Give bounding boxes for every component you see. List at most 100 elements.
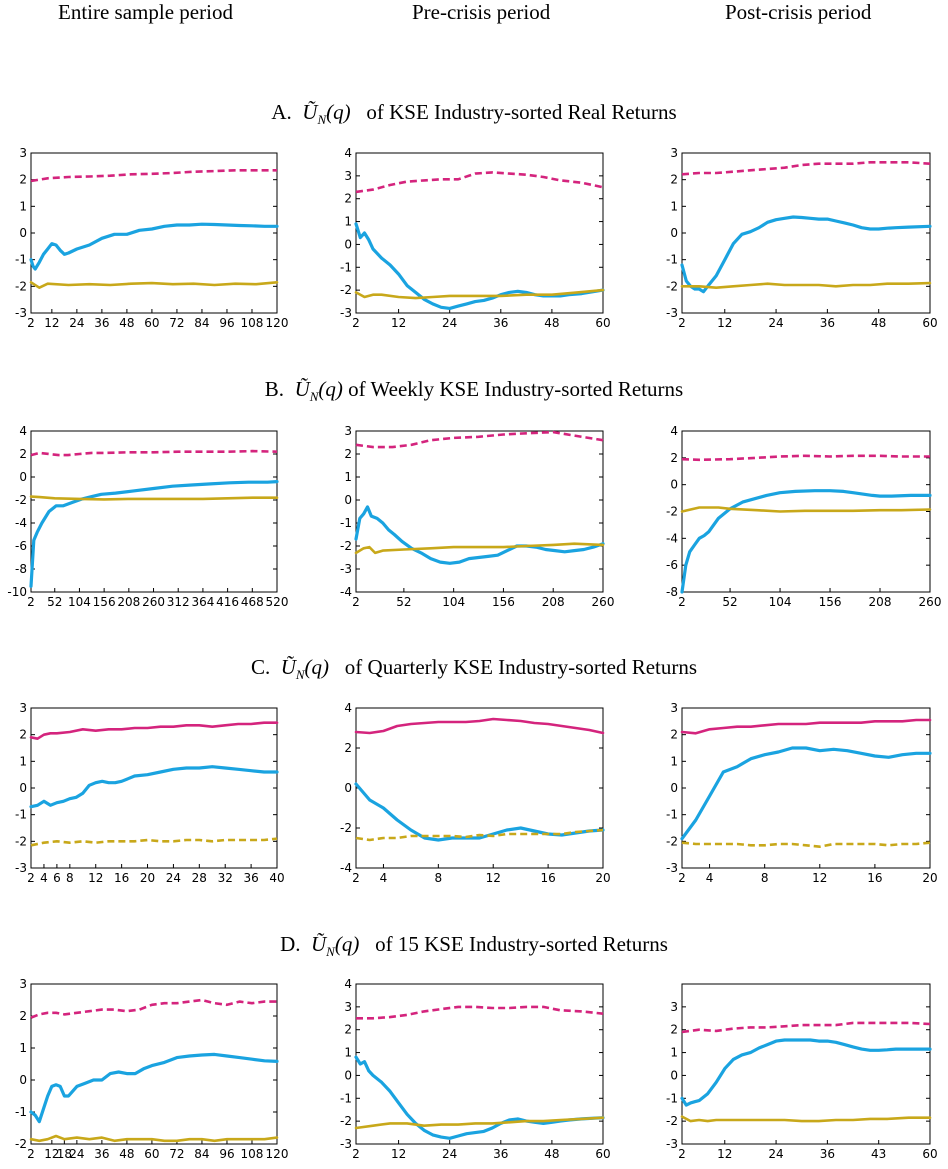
y-tick-label: 1: [670, 1046, 678, 1060]
series-lower: [354, 1116, 605, 1130]
plot-frame: [355, 983, 604, 1145]
x-tick-label: 72: [169, 316, 184, 330]
y-tick-label: 3: [670, 701, 678, 715]
y-tick-label: 1: [19, 754, 27, 768]
x-tick-label: 2: [352, 316, 360, 330]
y-tick-label: -2: [666, 1114, 678, 1128]
x-tick-label: 12: [391, 1147, 406, 1161]
series-upper: [354, 717, 605, 735]
y-tick-label: 0: [670, 781, 678, 795]
x-tick-label: 24: [442, 316, 457, 330]
y-tick-label: 2: [670, 728, 678, 742]
y-tick-label: -4: [340, 861, 352, 875]
series-upper: [680, 718, 932, 735]
plot-frame: [355, 152, 604, 314]
section-a-subscript: N: [317, 112, 327, 128]
column-header-post: Post-crisis period: [725, 0, 872, 24]
x-tick-label: 84: [194, 316, 209, 330]
section-b-symbol: Ũ: [294, 377, 310, 401]
y-tick-label: 1: [344, 215, 352, 229]
y-tick-label: -2: [340, 539, 352, 553]
y-tick-label: 3: [19, 977, 27, 991]
y-tick-label: -3: [666, 861, 678, 875]
x-tick-label: 32: [218, 871, 233, 885]
series-statistic: [29, 480, 279, 588]
section-d-arg: (q): [334, 932, 360, 956]
section-title-a: A. ŨN(q) of KSE Industry-sorted Real Ret…: [0, 100, 948, 128]
y-tick-label: 4: [344, 146, 352, 160]
y-tick-label: -2: [15, 834, 27, 848]
y-tick-label: -3: [666, 306, 678, 320]
y-tick-label: 2: [19, 728, 27, 742]
y-tick-label: 0: [344, 493, 352, 507]
y-tick-label: 1: [670, 199, 678, 213]
column-header-entire: Entire sample period: [58, 0, 233, 24]
series-statistic: [354, 782, 605, 842]
series-upper: [681, 161, 931, 176]
y-tick-label: -2: [15, 279, 27, 293]
y-tick-label: 1: [19, 199, 27, 213]
section-title-d: D. ŨN(q) of 15 KSE Industry-sorted Retur…: [0, 932, 948, 960]
y-tick-label: 4: [344, 701, 352, 715]
y-tick-label: 4: [19, 424, 27, 438]
series-lower: [354, 542, 605, 555]
x-tick-label: 2: [678, 1147, 686, 1161]
section-b-letter: B.: [264, 377, 285, 401]
y-tick-label: 2: [344, 741, 352, 755]
section-c-symbol: Ũ: [280, 655, 296, 679]
chart-c-2: -4 -2 0 2 4 2 4 8 12 16 20: [340, 701, 611, 885]
chart-b-1: -10 -8 -6 -4 -2 0 2 4 2 52 104 156 208 260 312 364 416 46…: [7, 424, 288, 609]
x-tick-label: 8: [66, 871, 74, 885]
x-tick-label: 208: [542, 595, 565, 609]
y-tick-label: 1: [344, 1046, 352, 1060]
y-tick-label: -1: [340, 516, 352, 530]
series-lower: [680, 506, 932, 513]
x-tick-label: 2: [352, 1147, 360, 1161]
y-tick-label: 2: [19, 447, 27, 461]
y-tick-label: 1: [344, 470, 352, 484]
x-tick-label: 60: [595, 1147, 610, 1161]
x-tick-label: 16: [114, 871, 129, 885]
series-upper: [30, 998, 277, 1019]
y-tick-label: -1: [15, 1105, 27, 1119]
series-lower: [354, 288, 605, 300]
section-b-arg: (q): [318, 377, 343, 401]
y-tick-label: -2: [340, 821, 352, 835]
y-tick-label: 3: [670, 1000, 678, 1014]
x-tick-label: 52: [396, 595, 411, 609]
x-tick-label: 60: [144, 1147, 159, 1161]
x-tick-label: 60: [144, 316, 159, 330]
y-tick-label: 3: [670, 146, 678, 160]
series-lower: [680, 281, 932, 290]
y-tick-label: -1: [15, 808, 27, 822]
y-tick-label: 0: [344, 781, 352, 795]
section-c-subscript: N: [295, 667, 305, 683]
x-tick-label: 40: [269, 871, 284, 885]
x-tick-label: 48: [544, 1147, 559, 1161]
section-a-text: of KSE Industry-sorted Real Returns: [366, 100, 677, 124]
y-tick-label: -1: [666, 808, 678, 822]
y-tick-label: 0: [670, 226, 678, 240]
y-tick-label: -3: [340, 562, 352, 576]
x-tick-label: 36: [493, 1147, 508, 1161]
y-tick-label: 0: [344, 1068, 352, 1082]
section-a-symbol: Ũ: [302, 100, 318, 124]
x-tick-label: 96: [219, 316, 234, 330]
y-tick-label: 3: [344, 1000, 352, 1014]
x-tick-label: 24: [69, 316, 84, 330]
y-tick-label: 4: [344, 977, 352, 991]
y-tick-label: 1: [19, 1041, 27, 1055]
y-tick-label: 0: [670, 1068, 678, 1082]
x-tick-label: 260: [592, 595, 615, 609]
x-tick-label: 120: [266, 1147, 289, 1161]
x-tick-label: 4: [706, 871, 714, 885]
x-tick-label: 24: [69, 1147, 84, 1161]
x-tick-label: 364: [191, 595, 214, 609]
y-tick-label: -2: [15, 493, 27, 507]
x-tick-label: 2: [678, 871, 686, 885]
section-c-letter: C.: [250, 655, 271, 679]
series-lower: [29, 280, 279, 290]
series-statistic: [29, 222, 279, 271]
